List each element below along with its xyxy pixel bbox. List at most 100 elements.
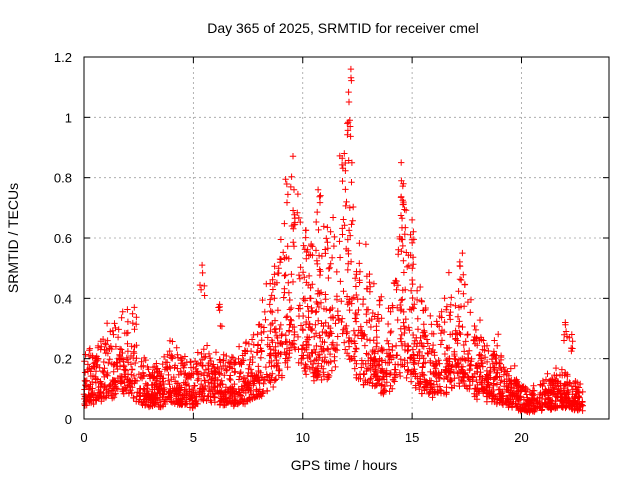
data-point [399, 287, 406, 294]
data-point [353, 291, 360, 299]
data-point [175, 391, 182, 399]
data-point [341, 150, 348, 157]
data-point [288, 317, 295, 324]
data-point [271, 271, 278, 278]
data-point [309, 281, 316, 288]
data-point [353, 345, 360, 353]
data-point [480, 386, 488, 393]
data-point [82, 378, 89, 385]
data-point [295, 271, 303, 279]
data-point [289, 207, 297, 214]
data-point [115, 326, 122, 333]
data-point [346, 356, 354, 363]
data-point [124, 340, 131, 347]
data-point [124, 306, 131, 313]
data-point [313, 308, 320, 315]
data-point [324, 224, 331, 231]
data-point [464, 331, 471, 339]
data-point [90, 400, 97, 408]
data-point [248, 391, 255, 398]
data-point [577, 380, 584, 388]
data-point [231, 389, 238, 397]
data-point [443, 306, 450, 313]
data-point [545, 395, 552, 402]
data-point [441, 295, 448, 302]
data-point [361, 370, 368, 378]
data-point [398, 193, 405, 200]
data-point [473, 391, 480, 399]
data-point [294, 333, 302, 341]
data-point [459, 355, 466, 362]
data-point [238, 361, 245, 368]
data-point [543, 403, 551, 410]
data-point [128, 371, 135, 378]
data-point [194, 349, 201, 356]
data-point [404, 263, 411, 271]
data-point [103, 320, 111, 327]
data-point [437, 341, 444, 348]
data-point [92, 379, 100, 386]
data-point [333, 268, 340, 276]
data-point [479, 346, 486, 353]
data-point [378, 344, 385, 352]
data-point [205, 387, 212, 395]
data-point [459, 367, 466, 374]
data-point [319, 338, 326, 345]
data-point [326, 350, 334, 358]
data-point [485, 372, 492, 379]
data-point [344, 301, 351, 308]
data-point [314, 208, 321, 216]
data-point [454, 340, 461, 347]
data-point [227, 372, 234, 379]
data-point [216, 371, 223, 378]
data-point [338, 318, 345, 326]
data-point [568, 344, 575, 352]
data-point [471, 322, 478, 330]
data-point [305, 281, 312, 289]
data-point [131, 377, 139, 384]
data-point [268, 357, 275, 365]
data-point [478, 352, 485, 359]
data-point [422, 359, 429, 366]
data-point [280, 294, 287, 301]
data-point [383, 379, 390, 386]
data-point [398, 236, 405, 243]
data-point [424, 382, 432, 389]
data-point [295, 359, 302, 366]
data-point [156, 368, 163, 375]
data-point [461, 281, 469, 288]
data-point [420, 343, 427, 350]
data-point [157, 380, 164, 388]
data-point [210, 367, 218, 374]
data-point [302, 234, 309, 241]
data-point [269, 370, 276, 377]
data-point [343, 350, 351, 357]
data-point [455, 304, 463, 311]
data-point [257, 323, 265, 330]
data-point [285, 327, 293, 334]
data-point [345, 260, 352, 267]
y-tick-label: 0.6 [54, 231, 72, 246]
data-point [282, 271, 289, 279]
data-point [272, 329, 279, 336]
data-point [419, 364, 426, 371]
data-point [495, 331, 502, 338]
data-point [359, 332, 367, 339]
data-point [359, 300, 367, 308]
data-point [307, 242, 315, 249]
data-point [215, 369, 222, 376]
data-point [299, 269, 307, 276]
data-point [153, 366, 160, 373]
data-point [334, 333, 341, 340]
data-point [264, 334, 271, 341]
x-tick-label: 10 [296, 430, 310, 445]
data-point [537, 381, 544, 389]
data-point [472, 326, 480, 334]
data-point [455, 370, 463, 377]
data-point [267, 321, 274, 329]
data-point [255, 367, 262, 375]
data-point [239, 352, 246, 359]
data-point [505, 392, 513, 399]
data-point [406, 306, 413, 313]
data-point [407, 355, 414, 362]
